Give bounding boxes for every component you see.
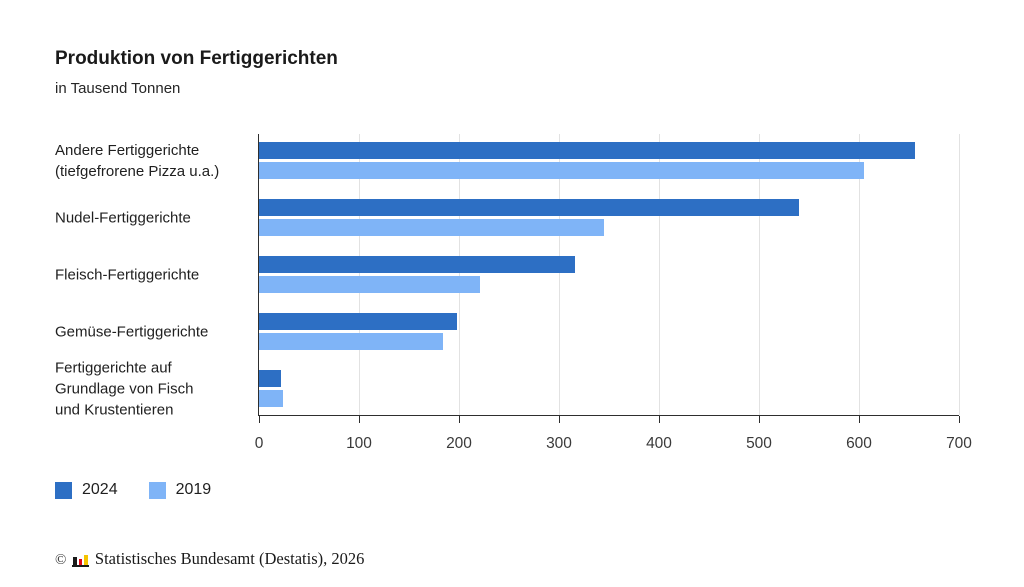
bar-2019-0 (259, 162, 864, 179)
logo-bar-black (73, 557, 77, 565)
destatis-logo-icon (72, 555, 89, 567)
tick-mark-200 (458, 416, 460, 423)
gridline-700 (959, 134, 960, 415)
tick-mark-500 (758, 416, 760, 423)
tick-label-0: 0 (254, 435, 264, 452)
copyright-symbol: © (55, 552, 67, 568)
legend-swatch-2019 (148, 481, 166, 499)
footer: © Statistisches Bundesamt (Destatis), 20… (55, 549, 364, 569)
tick-label-400: 400 (646, 435, 672, 452)
category-label-0: Andere Fertiggerichte (tiefgefrorene Piz… (55, 141, 220, 180)
tick-mark-400 (658, 416, 660, 423)
tick-label-500: 500 (746, 435, 772, 452)
tick-label-600: 600 (846, 435, 872, 452)
tick-mark-0 (258, 416, 260, 423)
category-label-4: Fertiggerichte auf Grundlage von Fisch u… (55, 359, 194, 418)
chart-subtitle: in Tausend Tonnen (55, 80, 181, 97)
legend-item-2019: 2019 (148, 481, 212, 499)
category-label-2: Fleisch-Fertiggerichte (55, 266, 200, 283)
legend-item-2024: 2024 (55, 481, 118, 499)
tick-label-700: 700 (946, 435, 972, 452)
tick-mark-300 (558, 416, 560, 423)
bar-2024-3 (259, 313, 457, 330)
bar-2019-2 (259, 276, 480, 293)
bar-2019-4 (259, 390, 283, 407)
footer-source: Statistisches Bundesamt (Destatis), 2026 (94, 549, 365, 568)
gridline-100 (359, 134, 360, 415)
gridline-600 (859, 134, 860, 415)
legend-label-2024: 2024 (82, 481, 118, 498)
plot-area: 0 100 200 300 400 500 600 700 (255, 134, 972, 452)
gridline-300 (559, 134, 560, 415)
tick-label-100: 100 (346, 435, 372, 452)
bar-2024-0 (259, 142, 915, 159)
bar-2019-3 (259, 333, 443, 350)
chart-title: Produktion von Fertiggerichten (55, 48, 338, 69)
tick-label-300: 300 (546, 435, 572, 452)
category-label-3: Gemüse-Fertiggerichte (55, 323, 209, 340)
tick-mark-100 (358, 416, 360, 423)
bar-2024-2 (259, 256, 575, 273)
bar-2024-1 (259, 199, 799, 216)
logo-bar-red (78, 559, 83, 565)
tick-label-200: 200 (446, 435, 472, 452)
legend-label-2019: 2019 (175, 481, 212, 498)
bar-2019-1 (259, 219, 604, 236)
gridline-200 (459, 134, 460, 415)
tick-mark-700 (958, 416, 960, 423)
tick-mark-600 (858, 416, 860, 423)
gridline-500 (759, 134, 760, 415)
gridline-400 (659, 134, 660, 415)
legend-swatch-2024 (55, 481, 72, 499)
legend: 2024 2019 (55, 481, 211, 499)
logo-bar-gold (84, 555, 88, 565)
bar-2024-4 (259, 370, 281, 387)
category-label-1: Nudel-Fertiggerichte (55, 209, 191, 226)
